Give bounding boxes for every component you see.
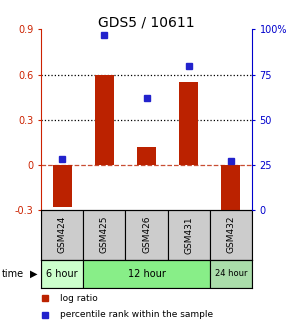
Bar bbox=[168, 210, 210, 260]
Bar bbox=[210, 210, 252, 260]
Bar bbox=[83, 210, 125, 260]
Bar bbox=[53, 165, 71, 207]
Bar bbox=[179, 82, 198, 165]
Bar bbox=[210, 260, 252, 288]
Bar bbox=[125, 210, 168, 260]
Bar bbox=[95, 75, 114, 165]
Bar bbox=[83, 260, 210, 288]
Text: percentile rank within the sample: percentile rank within the sample bbox=[60, 310, 213, 319]
Bar bbox=[137, 147, 156, 165]
Text: log ratio: log ratio bbox=[60, 294, 98, 302]
Bar bbox=[222, 165, 240, 211]
Text: time: time bbox=[1, 269, 24, 279]
Text: GSM432: GSM432 bbox=[226, 216, 235, 253]
Text: GSM424: GSM424 bbox=[58, 216, 67, 253]
Title: GDS5 / 10611: GDS5 / 10611 bbox=[98, 15, 195, 29]
Bar bbox=[41, 260, 83, 288]
Text: GSM431: GSM431 bbox=[184, 216, 193, 253]
Text: 12 hour: 12 hour bbox=[127, 269, 166, 279]
Bar bbox=[41, 210, 83, 260]
Text: 6 hour: 6 hour bbox=[46, 269, 78, 279]
Text: GSM425: GSM425 bbox=[100, 216, 109, 253]
Text: GSM426: GSM426 bbox=[142, 216, 151, 253]
Text: ▶: ▶ bbox=[30, 269, 37, 279]
Text: 24 hour: 24 hour bbox=[215, 269, 247, 278]
